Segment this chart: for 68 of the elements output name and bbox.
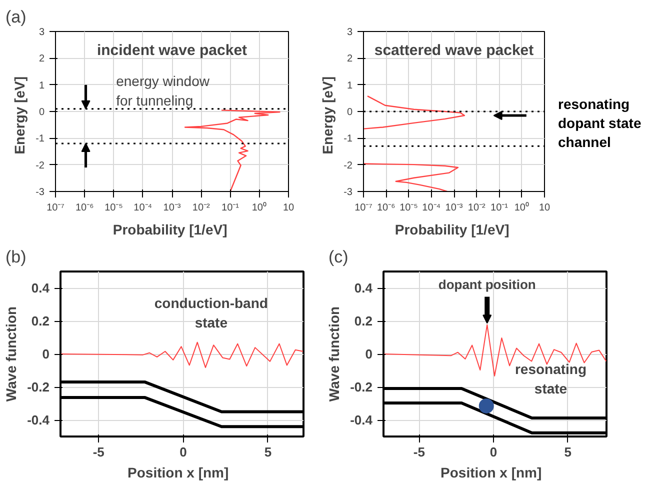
- text: conduction-band state: [154, 295, 268, 330]
- x-axis-title: Position x [nm]: [440, 464, 542, 480]
- y-tick-label: 0: [38, 107, 45, 118]
- y-tick-label: 0.2: [31, 314, 50, 328]
- x-tick-label: 10⁻²: [192, 202, 211, 214]
- y-tick-label: 1: [346, 80, 353, 92]
- x-tick-label: 10⁻⁶: [377, 202, 396, 214]
- x-tick-label: 0: [180, 444, 187, 460]
- x-tick-label: 10⁻⁴: [134, 202, 152, 214]
- text: (b): [6, 248, 26, 266]
- text: (a): [6, 8, 26, 26]
- y-tick-label: 0.2: [354, 314, 373, 328]
- y-tick-label: 2: [38, 54, 45, 65]
- x-axis-title: Probability [1/eV]: [112, 222, 228, 238]
- x-tick-label: 10⁻¹: [490, 202, 509, 214]
- y-axis-title: Wave function: [326, 306, 342, 402]
- x-tick-label: 10⁻³: [445, 202, 464, 214]
- x-tick-label: 10⁻⁴: [422, 202, 441, 214]
- x-tick-label: 10⁻²: [468, 202, 486, 214]
- y-tick-label: -0.2: [27, 380, 50, 394]
- x-tick-label: 5: [264, 444, 272, 460]
- y-tick-label: 0: [42, 346, 50, 362]
- y-tick-label: -0.4: [350, 412, 374, 428]
- y-tick-label: 3: [346, 27, 353, 38]
- y-tick-label: -3: [344, 187, 353, 198]
- y-axis-title: Energy [eV]: [12, 76, 28, 154]
- text: resonating state: [514, 361, 587, 396]
- y-tick-label: -0.4: [27, 412, 50, 428]
- line-series: [60, 342, 304, 368]
- y-tick-label: -1: [36, 134, 45, 145]
- y-tick-label: 2: [346, 54, 353, 65]
- x-tick-label: 10⁻³: [163, 202, 182, 214]
- x-tick-label: 10⁻⁵: [400, 202, 418, 214]
- x-tick-label: 10⁰: [514, 202, 530, 214]
- x-tick-label: 10: [538, 202, 550, 214]
- y-tick-label: -0.2: [350, 380, 373, 394]
- x-tick-label: 10⁻⁷: [354, 202, 373, 214]
- x-tick-label: 5: [564, 444, 572, 460]
- text: resonating dopant state channel: [558, 95, 642, 152]
- annotation: dopant position: [438, 276, 536, 292]
- line-series: [384, 324, 606, 376]
- x-tick-label: -5: [92, 444, 104, 460]
- y-tick-label: 0.4: [354, 280, 374, 296]
- x-tick-label: 10⁰: [252, 202, 267, 214]
- text: scattered wave packet: [374, 42, 534, 60]
- y-tick-label: 3: [38, 27, 45, 38]
- x-tick-label: 10: [282, 202, 294, 214]
- text: incident wave packet: [96, 42, 248, 60]
- x-tick-label: 10⁻⁶: [76, 202, 94, 214]
- y-tick-label: -1: [344, 134, 353, 145]
- x-tick-label: 0: [490, 444, 498, 460]
- y-tick-label: 0: [346, 107, 353, 118]
- x-tick-label: -5: [413, 444, 425, 460]
- x-tick-label: 10⁻⁵: [104, 202, 123, 214]
- y-tick-label: 1: [38, 80, 45, 92]
- y-tick-label: 0: [365, 346, 373, 362]
- y-tick-label: -2: [36, 160, 45, 172]
- x-tick-label: 10⁻⁷: [46, 202, 65, 214]
- y-axis-title: Energy [eV]: [320, 76, 336, 154]
- annotation: energy window for tunneling: [116, 73, 210, 108]
- y-tick-label: -2: [344, 160, 353, 172]
- text: (c): [328, 248, 348, 266]
- x-tick-label: 10⁻¹: [222, 202, 240, 214]
- x-axis-title: Position x [nm]: [128, 464, 229, 480]
- x-axis-title: Probability [1/eV]: [394, 222, 510, 238]
- y-tick-label: -3: [36, 187, 45, 198]
- y-axis-title: Wave function: [3, 306, 20, 402]
- y-tick-label: 0.4: [31, 280, 50, 296]
